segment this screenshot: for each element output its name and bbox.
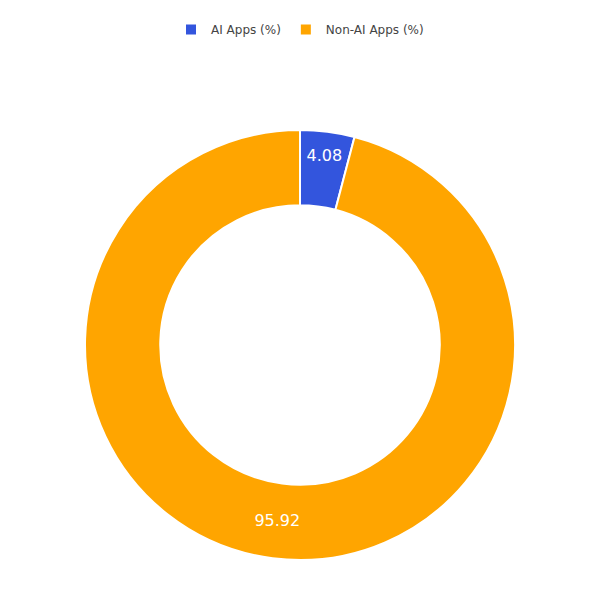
svg-text:Non-AI Apps (%): Non-AI Apps (%): [326, 23, 424, 37]
svg-text:95.92: 95.92: [254, 511, 300, 530]
svg-text:4.08: 4.08: [307, 146, 343, 165]
svg-text:AI Apps (%): AI Apps (%): [211, 23, 281, 37]
